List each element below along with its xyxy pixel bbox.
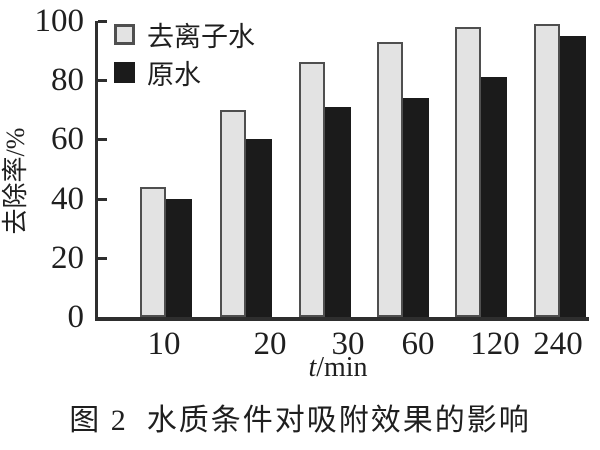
bar-原水-30 xyxy=(325,107,351,317)
bar-原水-120 xyxy=(481,77,507,317)
bar-原水-10 xyxy=(166,199,192,317)
y-tick-label-20: 20 xyxy=(51,240,84,276)
x-tick-label-10: 10 xyxy=(147,326,181,362)
legend-label-deionized-water: 去离子水 xyxy=(147,21,255,52)
x-axis-label-variable: t xyxy=(308,352,317,383)
x-tick-label-30: 30 xyxy=(331,326,365,362)
legend-swatch-deionized-water-icon xyxy=(114,23,135,45)
bar-原水-240 xyxy=(560,36,586,317)
x-tick-label-240: 240 xyxy=(533,326,583,362)
bar-去离子水-60 xyxy=(377,42,403,317)
y-tick-60 xyxy=(98,138,107,141)
y-tick-100 xyxy=(98,20,107,23)
y-tick-20 xyxy=(98,257,107,260)
bar-去离子水-240 xyxy=(534,24,560,317)
y-tick-80 xyxy=(98,79,107,82)
legend-label-raw-water: 原水 xyxy=(147,59,201,90)
figure-caption: 图 2 水质条件对吸附效果的影响 xyxy=(69,404,531,437)
y-tick-40 xyxy=(98,198,107,201)
y-axis-label: 去除率/% xyxy=(1,127,30,235)
legend-item-deionized-water: 去离子水 xyxy=(114,15,255,53)
x-axis-label-unit: /min xyxy=(316,352,368,383)
x-tick-label-60: 60 xyxy=(401,326,435,362)
bar-去离子水-20 xyxy=(220,110,246,317)
x-tick-label-120: 120 xyxy=(470,326,520,362)
y-tick-label-80: 80 xyxy=(51,62,84,98)
bar-去离子水-10 xyxy=(140,187,166,317)
legend-item-raw-water: 原水 xyxy=(114,53,255,91)
bar-去离子水-30 xyxy=(299,62,325,317)
y-tick-label-40: 40 xyxy=(51,181,84,217)
x-axis-label: t/min xyxy=(238,352,438,384)
x-tick-label-20: 20 xyxy=(253,326,287,362)
legend: 去离子水 原水 xyxy=(114,15,255,91)
y-tick-label-100: 100 xyxy=(34,3,85,39)
plot-area: 去离子水 原水 xyxy=(95,20,589,321)
y-tick-label-0: 0 xyxy=(67,299,85,335)
bar-去离子水-120 xyxy=(455,27,481,317)
y-tick-label-60: 60 xyxy=(51,121,84,157)
bar-原水-60 xyxy=(403,98,429,317)
legend-swatch-raw-water-icon xyxy=(114,61,135,83)
bar-原水-20 xyxy=(246,139,272,317)
